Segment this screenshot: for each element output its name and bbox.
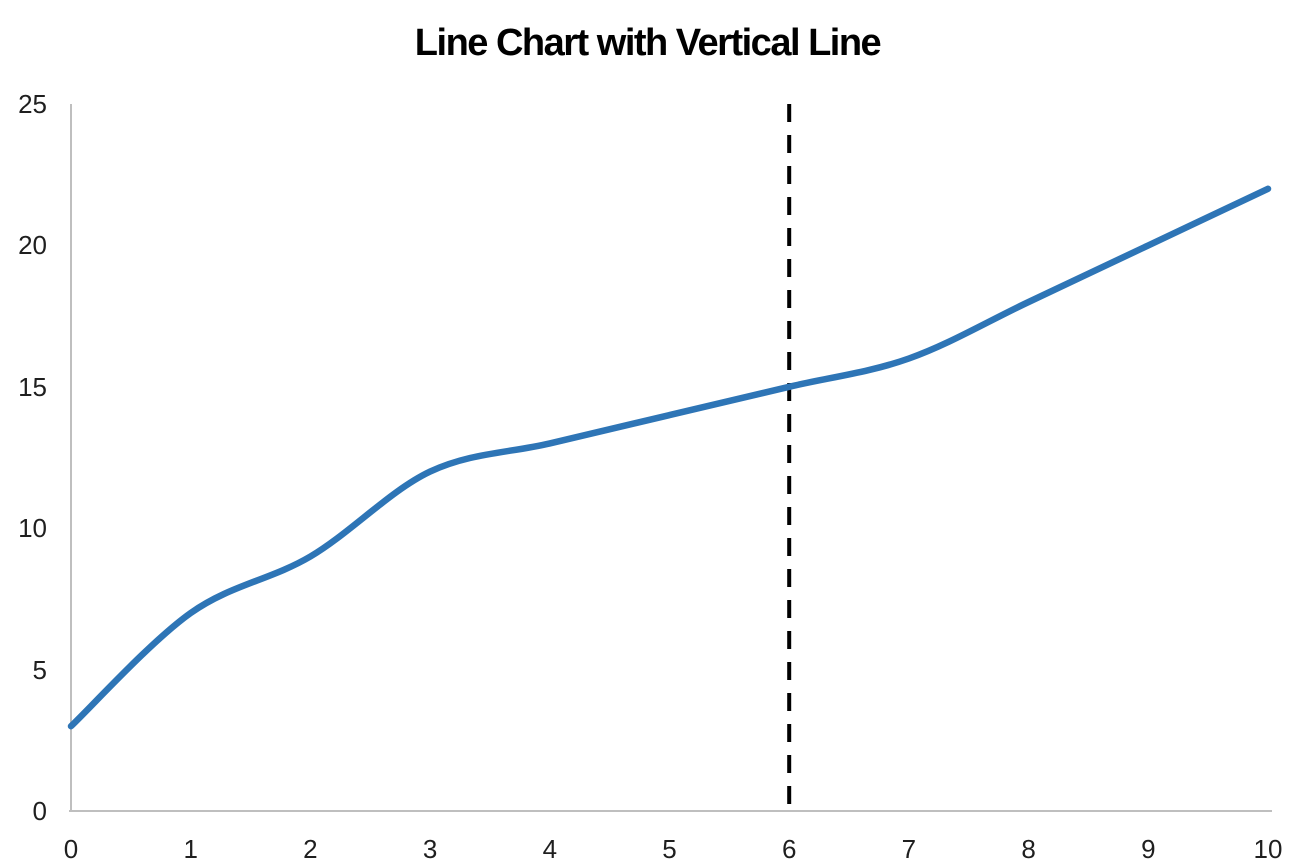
- y-tick-label: 25: [18, 89, 47, 119]
- y-tick-label: 5: [32, 654, 47, 685]
- y-tick-label: 0: [32, 796, 47, 826]
- x-tick-label: 0: [63, 834, 79, 864]
- x-tick-label: 10: [1253, 834, 1283, 864]
- x-tick-label: 8: [1021, 834, 1036, 864]
- x-tick-label: 7: [901, 834, 917, 864]
- x-tick-label: 1: [183, 834, 198, 864]
- y-tick-label: 10: [18, 513, 47, 544]
- x-tick-label: 9: [1141, 834, 1156, 864]
- series-line: [67, 185, 1272, 730]
- y-tick-label: 20: [18, 230, 47, 261]
- x-tick-label: 6: [781, 834, 797, 864]
- x-tick-label: 2: [303, 834, 318, 864]
- x-tick-label: 4: [542, 834, 558, 864]
- chart-title: Line Chart with Vertical Line: [414, 22, 882, 64]
- x-tick-label: 3: [422, 834, 438, 864]
- x-tick-label: 5: [662, 834, 677, 864]
- y-tick-label: 15: [18, 371, 47, 402]
